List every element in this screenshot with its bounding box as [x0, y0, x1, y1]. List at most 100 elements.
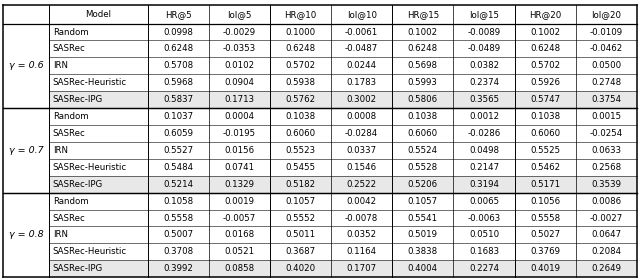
Text: 0.5011: 0.5011	[285, 230, 316, 239]
Text: HR@15: HR@15	[406, 10, 439, 19]
Text: 0.1038: 0.1038	[408, 112, 438, 121]
Text: 0.0904: 0.0904	[225, 78, 254, 87]
Text: -0.0109: -0.0109	[589, 27, 623, 36]
Text: 0.1057: 0.1057	[408, 197, 438, 206]
Text: 0.0004: 0.0004	[224, 112, 255, 121]
Text: 0.2568: 0.2568	[591, 163, 621, 172]
Text: 0.0102: 0.0102	[224, 61, 255, 70]
Text: 0.1057: 0.1057	[285, 197, 316, 206]
FancyBboxPatch shape	[49, 91, 637, 108]
Text: IoI@15: IoI@15	[469, 10, 499, 19]
Text: 0.5171: 0.5171	[530, 180, 560, 189]
Text: 0.3194: 0.3194	[469, 180, 499, 189]
Text: 0.2374: 0.2374	[469, 78, 499, 87]
Text: 0.1058: 0.1058	[163, 197, 193, 206]
Text: 0.1002: 0.1002	[408, 27, 438, 36]
Text: 0.2274: 0.2274	[469, 264, 499, 273]
Text: -0.0462: -0.0462	[589, 45, 623, 53]
Text: -0.0027: -0.0027	[589, 214, 623, 223]
Text: SASRec: SASRec	[52, 214, 85, 223]
Text: 0.5007: 0.5007	[163, 230, 193, 239]
Text: 0.5702: 0.5702	[285, 61, 316, 70]
Text: -0.0195: -0.0195	[223, 129, 256, 138]
Text: 0.6060: 0.6060	[285, 129, 316, 138]
Text: IRN: IRN	[52, 146, 68, 155]
Text: 0.5528: 0.5528	[408, 163, 438, 172]
Text: 0.5702: 0.5702	[530, 61, 560, 70]
Text: γ = 0.6: γ = 0.6	[9, 61, 44, 70]
Text: IoI@5: IoI@5	[227, 10, 252, 19]
FancyBboxPatch shape	[49, 176, 637, 193]
Text: IoI@20: IoI@20	[591, 10, 621, 19]
Text: SASRec-IPG: SASRec-IPG	[52, 180, 103, 189]
Text: 0.5541: 0.5541	[408, 214, 438, 223]
Text: SASRec: SASRec	[52, 129, 85, 138]
FancyBboxPatch shape	[49, 260, 637, 277]
Text: 0.5993: 0.5993	[408, 78, 438, 87]
Text: 0.5527: 0.5527	[163, 146, 193, 155]
Text: 0.5708: 0.5708	[163, 61, 193, 70]
Text: 0.0042: 0.0042	[347, 197, 377, 206]
Text: 0.1000: 0.1000	[285, 27, 316, 36]
Text: 0.0352: 0.0352	[347, 230, 377, 239]
Text: -0.0078: -0.0078	[345, 214, 378, 223]
Text: Model: Model	[86, 10, 111, 19]
Text: 0.5523: 0.5523	[285, 146, 316, 155]
Text: 0.0741: 0.0741	[224, 163, 255, 172]
Text: Random: Random	[52, 197, 88, 206]
Text: -0.0061: -0.0061	[345, 27, 378, 36]
Text: 0.0521: 0.0521	[224, 247, 255, 256]
Text: 0.0065: 0.0065	[469, 197, 499, 206]
Text: 0.3708: 0.3708	[163, 247, 193, 256]
Text: 0.5182: 0.5182	[285, 180, 316, 189]
Text: 0.1329: 0.1329	[225, 180, 254, 189]
Text: 0.0337: 0.0337	[347, 146, 377, 155]
Text: 0.2748: 0.2748	[591, 78, 621, 87]
Text: 0.5484: 0.5484	[163, 163, 193, 172]
Text: 0.5762: 0.5762	[285, 95, 316, 104]
Text: IoI@10: IoI@10	[347, 10, 377, 19]
Text: 0.0086: 0.0086	[591, 197, 621, 206]
Text: 0.5926: 0.5926	[530, 78, 560, 87]
Text: 0.6248: 0.6248	[408, 45, 438, 53]
Text: 0.1037: 0.1037	[163, 112, 193, 121]
Text: 0.0382: 0.0382	[469, 61, 499, 70]
Text: 0.6060: 0.6060	[408, 129, 438, 138]
Text: 0.0012: 0.0012	[469, 112, 499, 121]
Text: 0.5206: 0.5206	[408, 180, 438, 189]
Text: 0.0015: 0.0015	[591, 112, 621, 121]
Text: γ = 0.8: γ = 0.8	[9, 230, 44, 239]
Text: γ = 0.7: γ = 0.7	[9, 146, 44, 155]
Text: 0.2084: 0.2084	[591, 247, 621, 256]
Text: 0.5938: 0.5938	[285, 78, 316, 87]
Text: Random: Random	[52, 112, 88, 121]
Text: 0.5698: 0.5698	[408, 61, 438, 70]
Text: HR@10: HR@10	[284, 10, 317, 19]
Text: 0.4020: 0.4020	[285, 264, 316, 273]
Text: -0.0057: -0.0057	[223, 214, 256, 223]
Text: 0.5747: 0.5747	[530, 95, 560, 104]
Text: -0.0489: -0.0489	[467, 45, 500, 53]
Text: SASRec-Heuristic: SASRec-Heuristic	[52, 247, 127, 256]
Text: 0.0244: 0.0244	[347, 61, 377, 70]
Text: 0.1707: 0.1707	[347, 264, 377, 273]
Text: 0.3002: 0.3002	[347, 95, 377, 104]
Text: Random: Random	[52, 27, 88, 36]
Text: 0.1683: 0.1683	[469, 247, 499, 256]
Text: 0.6060: 0.6060	[530, 129, 560, 138]
Text: 0.3769: 0.3769	[530, 247, 560, 256]
Text: 0.0008: 0.0008	[347, 112, 377, 121]
Text: 0.5837: 0.5837	[163, 95, 193, 104]
Text: HR@5: HR@5	[165, 10, 191, 19]
Text: 0.5524: 0.5524	[408, 146, 438, 155]
Text: 0.5455: 0.5455	[285, 163, 316, 172]
Text: SASRec-IPG: SASRec-IPG	[52, 264, 103, 273]
Text: 0.1038: 0.1038	[285, 112, 316, 121]
Text: -0.0353: -0.0353	[223, 45, 256, 53]
Text: 0.5214: 0.5214	[163, 180, 193, 189]
Text: 0.0998: 0.0998	[163, 27, 193, 36]
Text: HR@20: HR@20	[529, 10, 561, 19]
Text: 0.5462: 0.5462	[530, 163, 560, 172]
Text: 0.5558: 0.5558	[163, 214, 193, 223]
Text: 0.6248: 0.6248	[530, 45, 560, 53]
